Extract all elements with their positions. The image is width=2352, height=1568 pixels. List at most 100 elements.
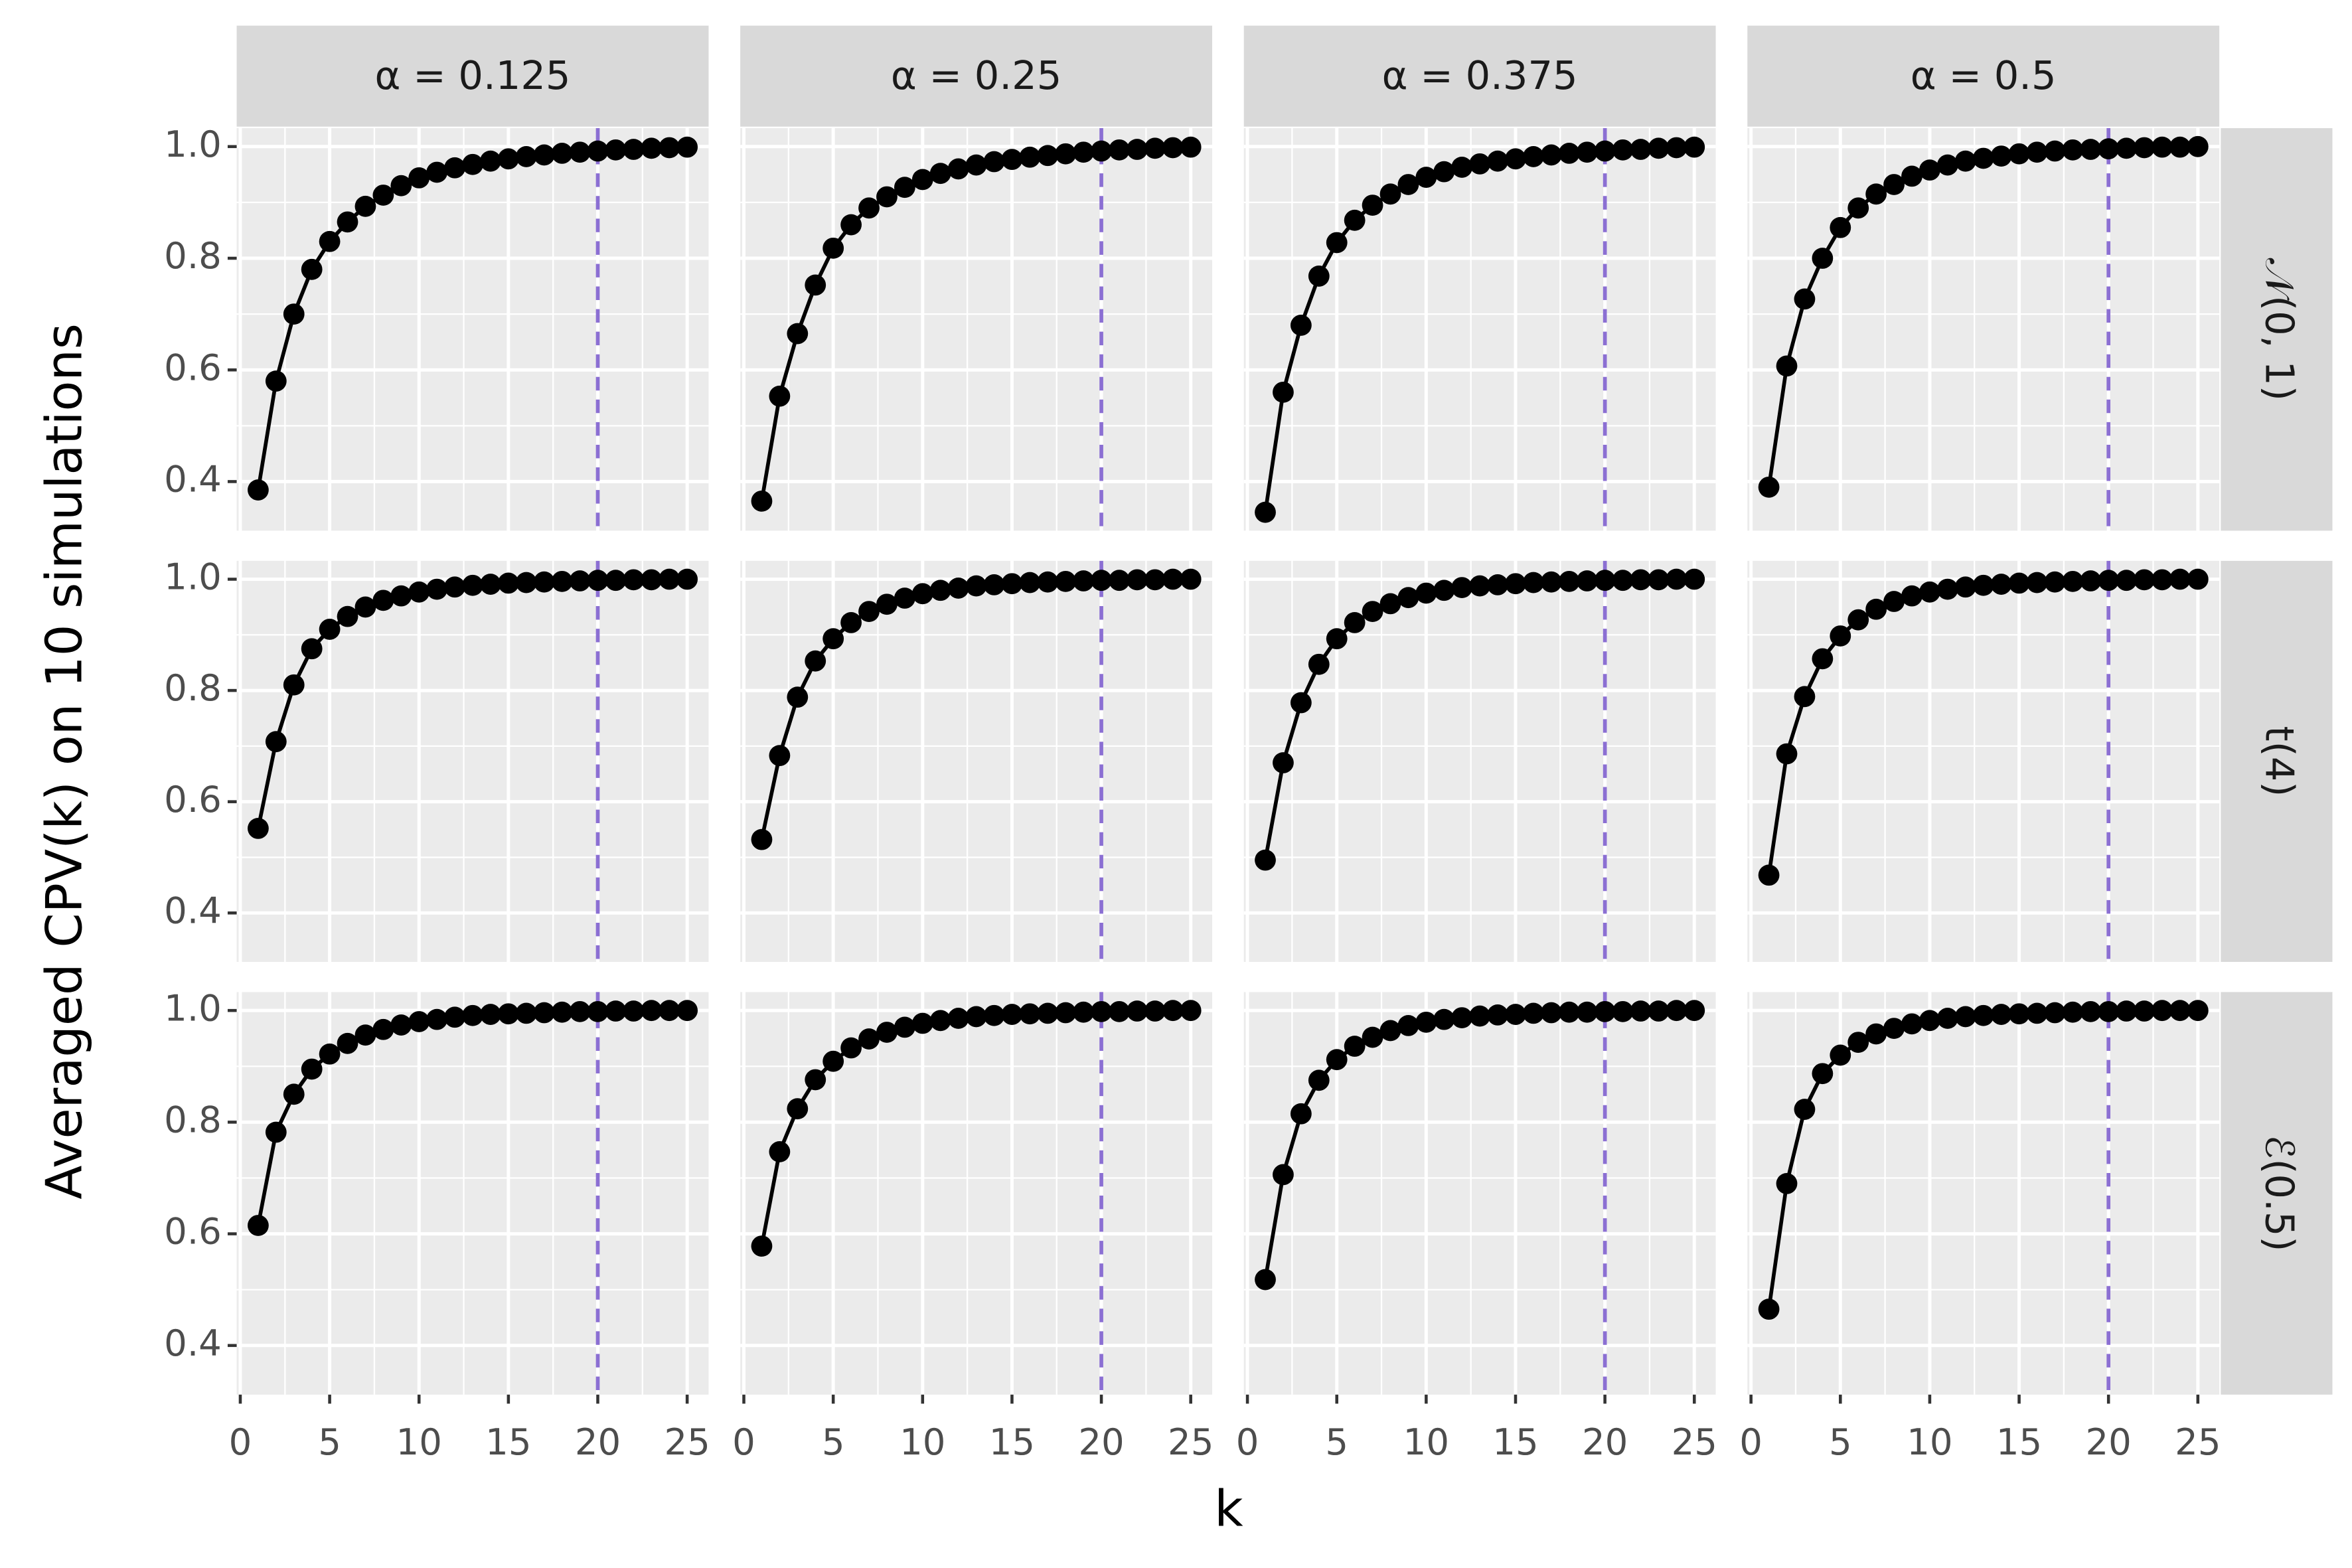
data-point [1144,1000,1166,1022]
data-point [805,274,826,296]
data-point [1037,145,1059,167]
data-point [390,585,412,607]
data-point [1594,1000,1616,1022]
data-point [497,572,519,594]
data-point [965,1006,987,1028]
data-point [659,568,680,590]
data-point [301,258,323,280]
data-point [1794,1099,1816,1120]
data-point [1648,137,1670,159]
data-point [1936,578,1958,600]
panel-background [236,992,709,1395]
data-point [1684,568,1705,590]
data-point [533,144,555,166]
data-point [676,136,698,158]
data-point [1830,216,1851,238]
data-point [1919,159,1940,181]
y-tick-label: 0.6 [164,1210,222,1253]
data-point [247,479,269,501]
data-point [2008,572,2030,594]
x-tick-label: 0 [229,1421,252,1463]
x-tick-label: 0 [732,1421,755,1463]
data-point [1273,1164,1294,1186]
data-point [462,1004,483,1026]
panel [1747,128,2220,531]
data-point [301,638,323,660]
data-point [283,1083,305,1105]
data-point [787,1098,809,1120]
data-point [1901,165,1922,187]
data-point [1397,587,1419,609]
data-point [1487,574,1508,595]
data-point [1758,864,1780,886]
data-point [1091,570,1112,591]
data-point [1523,1002,1544,1024]
data-point [1255,501,1276,523]
strip-background [740,25,1213,127]
data-point [2116,570,2138,591]
data-point [1308,1069,1330,1091]
data-point [840,1037,862,1059]
strip-label: 𝒩(0, 1) [2256,258,2302,401]
data-point [1883,1018,1905,1039]
data-point [1505,148,1526,170]
data-point [2169,1000,2191,1022]
data-point [1162,568,1184,590]
data-point [1612,139,1634,161]
panel-background [1747,992,2220,1395]
data-point [2152,569,2173,591]
panel-background [1747,128,2220,531]
data-point [1469,153,1491,175]
data-point [1684,1000,1705,1022]
data-point [337,1032,358,1054]
data-point [751,828,773,850]
y-tick-label: 1.0 [164,986,222,1029]
data-point [497,1003,519,1025]
data-point [823,237,844,259]
data-point [301,1058,323,1080]
y-tick-label: 0.4 [164,458,222,501]
data-point [2152,136,2173,158]
data-point [1091,1000,1112,1022]
data-point [587,1000,609,1022]
y-tick-label: 0.6 [164,346,222,388]
data-point [2116,137,2138,159]
data-point [623,569,645,591]
data-point [265,1121,287,1143]
panel-background [740,992,1213,1395]
data-point [1180,136,1202,158]
x-tick-label: 0 [1739,1421,1763,1463]
data-point [947,158,969,180]
data-point [337,605,358,627]
panel-background [236,128,709,531]
panel [740,560,1213,962]
data-point [1990,574,2012,595]
data-point [480,574,501,595]
x-tick-label: 10 [1907,1421,1952,1463]
x-tick-label: 10 [1403,1421,1449,1463]
data-point [641,1000,663,1022]
data-point [372,589,394,611]
data-point [1540,144,1562,166]
data-point [551,1001,573,1023]
data-point [283,303,305,325]
data-point [751,490,773,512]
data-point [444,157,465,179]
data-point [2187,135,2209,157]
panel-background [1243,128,1716,531]
data-point [2008,1003,2030,1025]
data-point [1883,174,1905,195]
data-point [1290,692,1312,714]
data-point [1433,161,1455,183]
data-point [1794,288,1816,310]
panel-background [236,560,709,962]
data-point [911,169,933,191]
data-point [1415,582,1437,604]
data-point [2026,1002,2048,1024]
data-point [1362,601,1383,623]
data-point [1901,585,1922,607]
data-point [840,611,862,633]
data-point [1558,1001,1580,1023]
data-point [2134,569,2155,591]
data-point [751,1235,773,1257]
